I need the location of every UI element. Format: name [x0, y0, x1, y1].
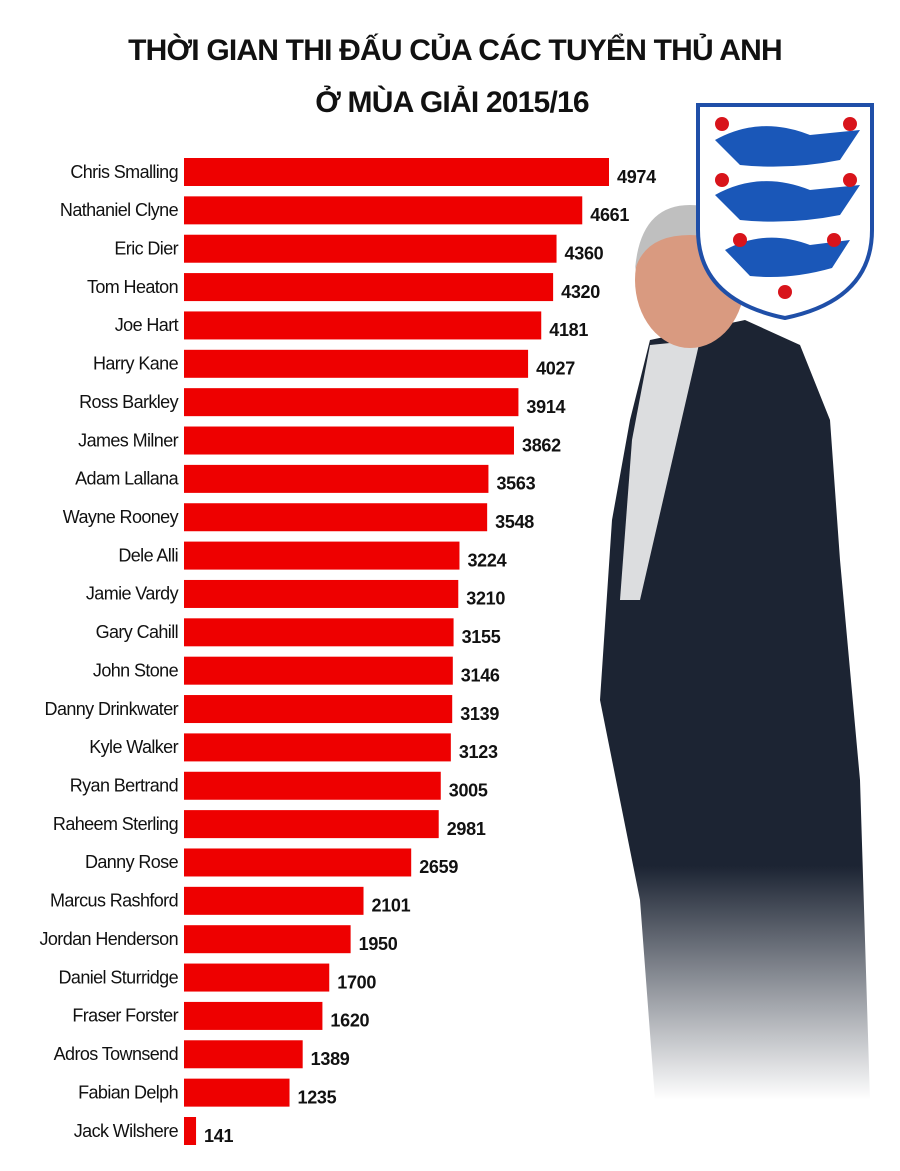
- category-label: Ross Barkley: [79, 392, 178, 412]
- bar: [184, 848, 412, 877]
- bar: [184, 426, 514, 455]
- bar: [184, 464, 489, 493]
- category-label: Marcus Rashford: [50, 891, 178, 911]
- bar: [184, 963, 330, 992]
- value-label: 4661: [590, 205, 629, 225]
- bar: [184, 1040, 303, 1069]
- value-label: 4027: [536, 359, 575, 379]
- category-label: Ryan Bertrand: [70, 776, 178, 796]
- bar: [184, 158, 609, 186]
- value-label: 1700: [337, 972, 376, 992]
- value-label: 141: [204, 1126, 233, 1146]
- bar: [184, 234, 557, 263]
- category-label: Adros Townsend: [54, 1044, 178, 1064]
- value-label: 4320: [561, 282, 600, 302]
- value-label: 3224: [467, 550, 506, 570]
- value-label: 3210: [466, 589, 505, 609]
- bar: [184, 810, 439, 839]
- value-label: 3146: [461, 665, 500, 685]
- bar: [184, 579, 459, 608]
- bar: [184, 311, 542, 340]
- bar: [184, 733, 451, 762]
- value-label: 3155: [462, 627, 501, 647]
- category-label: Dele Alli: [118, 545, 178, 565]
- bar: [184, 1001, 323, 1030]
- value-label: 3862: [522, 435, 561, 455]
- bar: [184, 388, 519, 417]
- bar: [184, 349, 529, 378]
- bar: [184, 771, 441, 800]
- category-label: Tom Heaton: [87, 277, 178, 297]
- value-label: 1950: [359, 934, 398, 954]
- category-label: Fraser Forster: [72, 1006, 178, 1026]
- value-label: 4974: [617, 167, 656, 187]
- value-label: 2981: [447, 819, 486, 839]
- value-label: 1620: [330, 1011, 369, 1031]
- value-label: 3139: [460, 704, 499, 724]
- category-label: Jordan Henderson: [40, 929, 179, 949]
- category-label: Jack Wilshere: [74, 1121, 179, 1141]
- value-label: 4181: [549, 320, 588, 340]
- bar: [184, 1078, 290, 1107]
- category-label: Fabian Delph: [78, 1082, 178, 1102]
- value-label: 3914: [526, 397, 565, 417]
- bar: [184, 656, 453, 685]
- value-label: 1389: [311, 1049, 350, 1069]
- value-label: 1235: [298, 1087, 337, 1107]
- category-label: James Milner: [78, 430, 178, 450]
- category-label: Raheem Sterling: [53, 814, 178, 834]
- value-label: 3005: [449, 781, 488, 801]
- category-label: Wayne Rooney: [63, 507, 179, 527]
- chart-title: THỜI GIAN THI ĐẤU CỦA CÁC TUYỂN THỦ ANH: [128, 33, 782, 67]
- category-label: Chris Smalling: [70, 162, 178, 182]
- category-label: Danny Drinkwater: [45, 699, 179, 719]
- bar: [184, 925, 351, 954]
- category-label: Adam Lallana: [75, 469, 179, 489]
- category-label: Daniel Sturridge: [59, 967, 179, 987]
- value-label: 3123: [459, 742, 498, 762]
- category-label: Danny Rose: [85, 852, 179, 872]
- value-label: 2659: [419, 857, 458, 877]
- bar: [184, 618, 454, 647]
- category-label: John Stone: [93, 660, 179, 680]
- bar: [184, 196, 583, 225]
- category-label: Jamie Vardy: [86, 584, 179, 604]
- bar: [184, 695, 453, 724]
- value-label: 2101: [372, 896, 411, 916]
- category-label: Harry Kane: [93, 354, 179, 374]
- bar: [184, 273, 554, 302]
- category-label: Joe Hart: [115, 315, 179, 335]
- bar: [184, 541, 460, 570]
- chart-title: Ở MÙA GIẢI 2015/16: [315, 85, 589, 119]
- category-label: Nathaniel Clyne: [60, 200, 179, 220]
- bar: [184, 886, 364, 915]
- decoration: [600, 103, 874, 1100]
- bar: [184, 1117, 197, 1145]
- bar: [184, 503, 488, 532]
- category-label: Eric Dier: [114, 238, 178, 258]
- category-label: Gary Cahill: [96, 622, 178, 642]
- value-label: 3563: [496, 474, 535, 494]
- category-label: Kyle Walker: [89, 737, 178, 757]
- value-label: 3548: [495, 512, 534, 532]
- value-label: 4360: [565, 243, 604, 263]
